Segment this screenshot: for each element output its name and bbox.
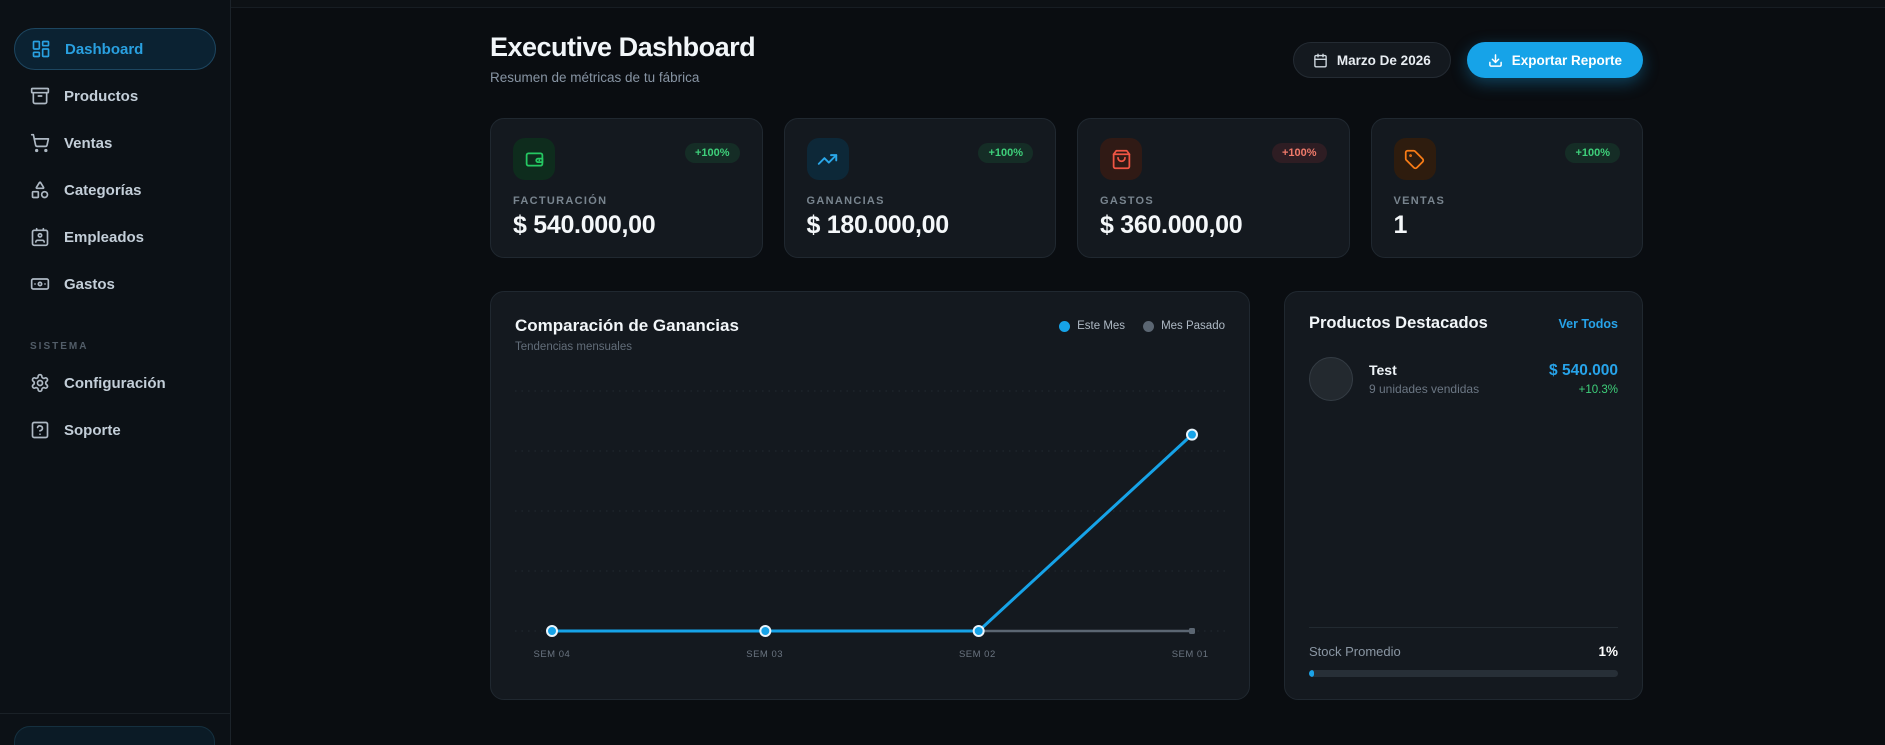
chart-title: Comparación de Ganancias: [515, 316, 739, 335]
kpi-card-facturacion: +100% FACTURACIÓN $ 540.000,00: [490, 118, 763, 258]
product-revenue: $ 540.000: [1549, 362, 1618, 379]
legend-dot-blue: [1059, 320, 1071, 332]
stock-progress-bar: [1309, 670, 1618, 677]
kpi-value: $ 540.000,00: [513, 211, 656, 239]
download-icon: [1488, 53, 1503, 68]
page-header: Executive Dashboard Resumen de métricas …: [490, 32, 1643, 85]
kpi-badge: +100%: [684, 143, 740, 163]
stock-average-value: 1%: [1598, 644, 1618, 659]
products-card-title: Productos Destacados: [1309, 314, 1488, 332]
export-report-button[interactable]: Exportar Reporte: [1466, 42, 1643, 78]
kpi-row: +100% FACTURACIÓN $ 540.000,00 +100% GAN…: [490, 118, 1643, 258]
sidebar-item-label: Categorías: [64, 181, 142, 199]
kpi-card-gastos: +100% GASTOS $ 360.000,00: [1077, 118, 1350, 258]
sidebar: Dashboard Productos Ventas Categorías Em…: [0, 0, 231, 745]
kpi-badge: +100%: [1565, 143, 1620, 163]
kpi-value: $ 360.000,00: [1100, 211, 1243, 239]
export-report-label: Exportar Reporte: [1511, 52, 1622, 68]
sidebar-item-productos[interactable]: Productos: [14, 75, 216, 117]
legend-item-mes-pasado[interactable]: Mes Pasado: [1143, 320, 1225, 332]
sidebar-item-configuracion[interactable]: Configuración: [14, 362, 216, 404]
dashboard-grid-icon: [31, 39, 51, 59]
product-name: Test: [1369, 362, 1397, 378]
stock-footer: Stock Promedio 1%: [1309, 627, 1618, 677]
archive-box-icon: [30, 86, 50, 106]
stock-progress-fill: [1309, 670, 1314, 677]
x-axis-tick-label: SEM 04: [533, 649, 571, 660]
x-axis-tick-label: SEM 02: [958, 649, 996, 660]
month-selector-button[interactable]: Marzo De 2026: [1292, 42, 1451, 78]
banknote-icon: [30, 274, 50, 294]
product-list-item[interactable]: Test 9 unidades vendidas $ 540.000 +10.3…: [1309, 357, 1618, 401]
kpi-label: VENTAS: [1393, 195, 1446, 207]
sidebar-item-gastos[interactable]: Gastos: [14, 263, 216, 305]
sidebar-item-label: Productos: [64, 87, 139, 105]
kpi-label: FACTURACIÓN: [513, 195, 608, 207]
main-area: Executive Dashboard Resumen de métricas …: [231, 0, 1885, 745]
featured-products-card: Productos Destacados Ver Todos Test 9 un…: [1284, 291, 1643, 700]
sidebar-item-dashboard[interactable]: Dashboard: [14, 28, 216, 70]
wallet-icon: [513, 138, 555, 180]
kpi-card-ganancias: +100% GANANCIAS $ 180.000,00: [783, 118, 1056, 258]
earnings-line-chart: SEM 04 SEM 03 SEM 02 SEM 01: [515, 381, 1227, 667]
sidebar-item-label: Ventas: [64, 134, 113, 152]
product-units-sold: 9 unidades vendidas: [1369, 382, 1480, 396]
shopping-bag-icon: [1100, 138, 1142, 180]
sidebar-footer-divider: [0, 713, 230, 745]
month-selector-label: Marzo De 2026: [1336, 52, 1431, 68]
sidebar-section-sistema: SISTEMA: [30, 341, 89, 352]
calendar-icon: [1313, 53, 1328, 68]
legend-label: Mes Pasado: [1161, 320, 1225, 332]
kpi-card-ventas: +100% VENTAS 1: [1370, 118, 1643, 258]
kpi-label: GASTOS: [1100, 195, 1155, 207]
sidebar-item-label: Soporte: [64, 421, 121, 439]
kpi-value: $ 180.000,00: [806, 211, 950, 239]
page-title: Executive Dashboard: [490, 32, 756, 62]
x-axis-tick-label: SEM 03: [746, 649, 784, 660]
view-all-link[interactable]: Ver Todos: [1558, 316, 1618, 331]
page-subtitle: Resumen de métricas de tu fábrica: [490, 70, 700, 85]
plan-card[interactable]: PLAN FREE: [14, 726, 215, 745]
sidebar-item-label: Configuración: [64, 374, 166, 392]
legend-dot-gray: [1143, 320, 1155, 332]
earnings-chart-svg: [515, 390, 1227, 637]
sidebar-item-categorias[interactable]: Categorías: [14, 169, 216, 211]
kpi-value: 1: [1393, 211, 1408, 239]
sidebar-item-label: Empleados: [64, 228, 145, 246]
gear-icon: [30, 373, 50, 393]
legend-item-este-mes[interactable]: Este Mes: [1059, 320, 1125, 332]
sidebar-item-label: Dashboard: [65, 40, 144, 58]
sidebar-item-empleados[interactable]: Empleados: [14, 216, 216, 258]
kpi-label: GANANCIAS: [806, 195, 885, 207]
chart-subtitle: Tendencias mensuales: [515, 341, 632, 353]
trending-up-icon: [806, 138, 849, 180]
shapes-icon: [30, 180, 50, 200]
x-axis-tick-label: SEM 01: [1171, 649, 1209, 660]
tag-icon: [1393, 138, 1436, 180]
id-badge-icon: [30, 227, 50, 247]
chart-x-axis-labels: SEM 04 SEM 03 SEM 02 SEM 01: [515, 649, 1225, 667]
product-avatar: [1309, 357, 1353, 401]
top-strip: [231, 0, 1885, 8]
kpi-badge: +100%: [978, 143, 1033, 163]
help-square-icon: [30, 420, 50, 440]
product-change: +10.3%: [1578, 384, 1618, 396]
kpi-badge: +100%: [1271, 143, 1327, 163]
stock-average-label: Stock Promedio: [1309, 644, 1401, 659]
sidebar-item-soporte[interactable]: Soporte: [14, 409, 216, 451]
sidebar-item-ventas[interactable]: Ventas: [14, 122, 216, 164]
legend-label: Este Mes: [1077, 320, 1126, 332]
chart-legend: Este Mes Mes Pasado: [1059, 320, 1225, 332]
earnings-comparison-card: Comparación de Ganancias Tendencias mens…: [490, 291, 1250, 700]
shopping-cart-icon: [30, 133, 50, 153]
sidebar-item-label: Gastos: [64, 275, 115, 293]
